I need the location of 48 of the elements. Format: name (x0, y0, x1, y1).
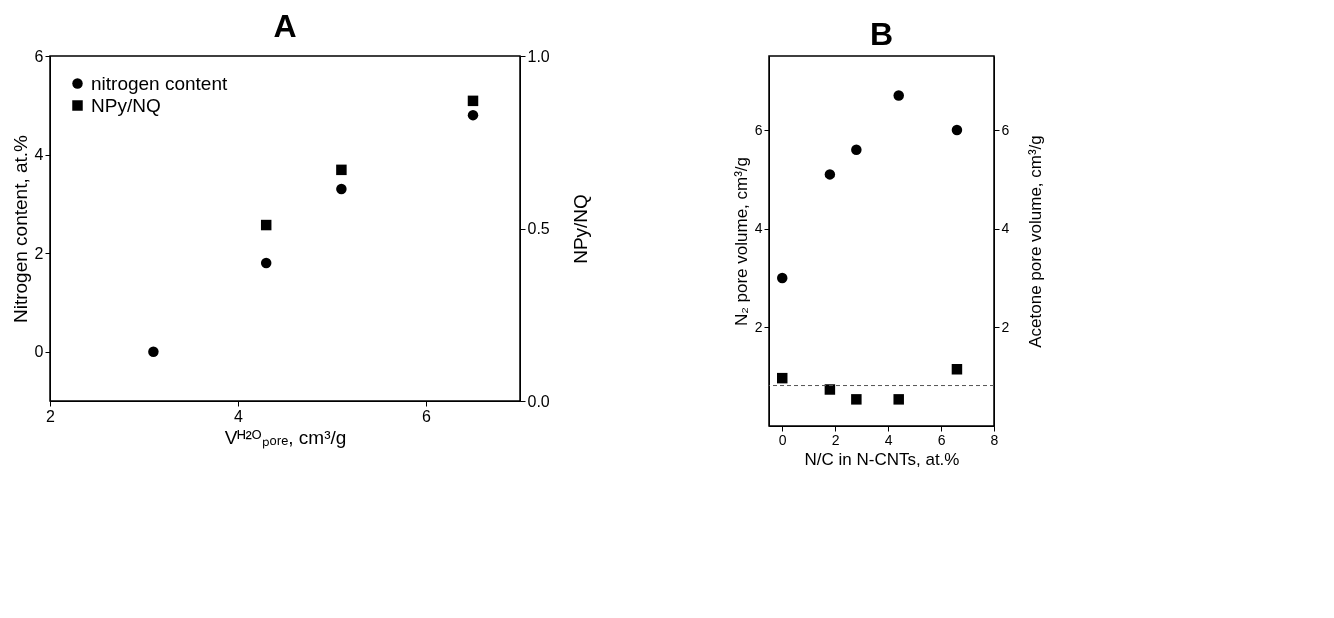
legend-label: nitrogen content (91, 72, 228, 94)
point (336, 183, 347, 195)
y-tick-label: 6 (34, 47, 44, 65)
point (776, 372, 788, 384)
x-tick-label: 2 (831, 431, 840, 448)
point (336, 164, 347, 176)
point (824, 169, 836, 180)
x-tick-label: 8 (990, 431, 999, 448)
y2-tick-label: 6 (1001, 121, 1010, 138)
point (893, 394, 904, 405)
y2-axis-title: Acetone pore volume, cm³/g (1026, 135, 1046, 348)
point (951, 364, 963, 375)
point (851, 144, 862, 155)
point (467, 95, 479, 107)
x-tick-label: 4 (234, 407, 244, 425)
point (260, 219, 272, 231)
y-tick-label: 2 (754, 318, 763, 335)
y2-tick-label: 1.0 (527, 47, 550, 65)
y2-axis-title: NPy/NQ (569, 194, 591, 264)
point (148, 346, 159, 357)
y-axis-title: Nitrogen content, at.% (9, 134, 31, 323)
x-tick-label: 0 (778, 431, 787, 448)
point (851, 394, 862, 405)
y-tick-label: 4 (34, 146, 44, 164)
point (824, 384, 836, 395)
y-tick-label: 2 (34, 244, 44, 262)
x-tick-label: 4 (884, 431, 893, 448)
point (260, 257, 272, 269)
x-tick-label: 2 (46, 407, 56, 425)
chart-title: A (273, 8, 297, 44)
chart-title: B (869, 16, 894, 52)
y-axis-title: N₂ pore volume, cm³/g (731, 156, 751, 327)
point (776, 272, 788, 284)
y-tick-label: 0 (34, 343, 44, 361)
y2-tick-label: 0.0 (527, 392, 550, 410)
x-axis-title: N/C in N-CNTs, at.% (804, 449, 960, 469)
y-tick-label: 4 (754, 220, 763, 237)
point (951, 124, 963, 136)
point (467, 109, 479, 121)
y-tick-label: 6 (754, 121, 763, 138)
x-tick-label: 6 (937, 431, 946, 448)
y2-tick-label: 2 (1001, 318, 1010, 335)
x-tick-label: 6 (422, 407, 432, 425)
y2-tick-label: 0.5 (527, 220, 550, 237)
point (893, 90, 904, 101)
y2-tick-label: 4 (1001, 220, 1010, 237)
legend-label: NPy/NQ (91, 94, 161, 116)
x-axis-title: Vᴴ²ᴼₚₒᵣₑ, cm³/g (224, 426, 347, 449)
